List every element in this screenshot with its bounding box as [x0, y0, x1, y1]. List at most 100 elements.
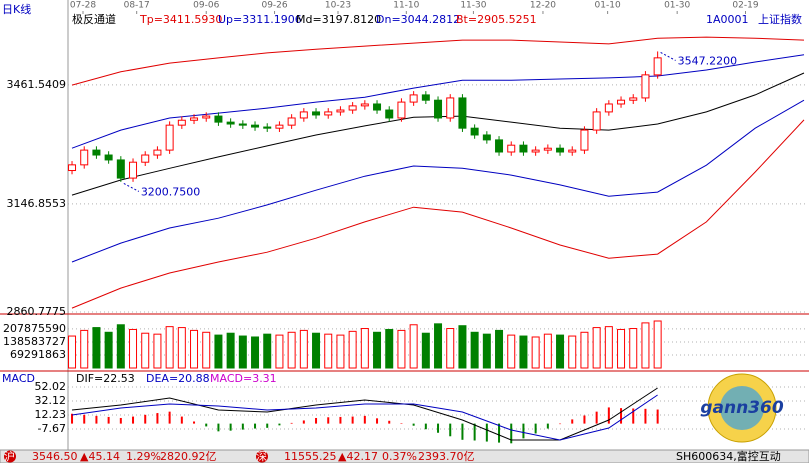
- window-title: 日K线: [2, 2, 31, 16]
- x-tick-label: 12-20: [530, 1, 556, 11]
- macd-bar: [241, 423, 244, 430]
- volume-bar: [214, 334, 223, 369]
- legend-entry: MACD=3.31: [210, 372, 277, 385]
- macd-bar: [473, 423, 476, 441]
- volume-bar: [385, 328, 394, 369]
- annotation: 3547.2200: [678, 54, 738, 67]
- macd-bar: [400, 423, 403, 424]
- y-tick-label: -7.67: [38, 422, 66, 435]
- candle-body: [141, 154, 150, 163]
- logo: gann360: [700, 373, 784, 443]
- macd-bar: [205, 423, 208, 427]
- volume-bar: [617, 328, 626, 369]
- macd-bar: [254, 423, 257, 429]
- macd-bar: [632, 408, 635, 424]
- macd-bar: [510, 423, 513, 444]
- candle-body: [104, 154, 113, 161]
- volume-bar: [238, 335, 247, 369]
- x-tick-label: 10-23: [325, 1, 351, 11]
- x-tick-label: 07-28: [70, 1, 96, 11]
- status-item: ▲42.17: [338, 450, 378, 463]
- volume-bar: [299, 329, 308, 369]
- status-item: SH600634,富控互动: [676, 449, 781, 463]
- volume-bar: [470, 331, 479, 369]
- volume-bar: [604, 326, 613, 369]
- candle-body: [458, 97, 467, 129]
- macd-bar: [644, 408, 647, 424]
- legend-entry: Md=3197.8120: [296, 13, 381, 26]
- y-tick-label: 3461.5409: [7, 78, 67, 91]
- macd-bar: [315, 417, 318, 424]
- status-bar: [0, 449, 809, 463]
- candle-body: [543, 147, 552, 151]
- candle-body: [324, 111, 333, 116]
- macd-bar: [107, 416, 110, 424]
- volume-bar: [531, 336, 540, 369]
- macd-bar: [583, 415, 586, 424]
- volume-bar: [592, 327, 601, 369]
- macd-bar: [424, 423, 427, 430]
- x-tick-label: 09-06: [193, 1, 219, 11]
- candle-body: [92, 149, 101, 156]
- status-item: ▲45.14: [80, 450, 120, 463]
- volume-bar: [458, 325, 467, 369]
- security-name: 上证指数: [758, 12, 802, 26]
- candle-body: [653, 57, 662, 76]
- y-tick-label: 69291863: [10, 348, 66, 361]
- candle-body: [312, 111, 321, 116]
- macd-bar: [620, 408, 623, 424]
- candle-body: [434, 99, 443, 119]
- security-code: 1A0001: [706, 13, 749, 26]
- macd-bar: [559, 423, 562, 425]
- y-tick-label: 32.12: [35, 394, 67, 407]
- volume-bar: [629, 328, 638, 369]
- logo-inner: [720, 386, 764, 430]
- channel-line: [71, 36, 805, 86]
- volume-bar: [556, 334, 565, 369]
- macd-bar: [217, 423, 220, 432]
- indicator-title: 极反通道: [72, 12, 116, 26]
- market-badge: [4, 450, 16, 463]
- y-tick-label: 138583727: [3, 335, 66, 348]
- y-tick-label: 2860.7775: [7, 305, 67, 318]
- volume-bar: [360, 328, 369, 369]
- volume-bar: [92, 327, 101, 369]
- macd-bar: [229, 423, 232, 431]
- macd-bar: [485, 423, 488, 442]
- volume-bar: [409, 324, 418, 369]
- candle-body: [238, 123, 247, 126]
- status-item: 3546.50: [32, 450, 78, 463]
- candle-body: [348, 105, 357, 111]
- y-tick-label: 207875590: [3, 322, 66, 335]
- macd-bar: [132, 416, 135, 424]
- volume-bar: [129, 328, 138, 369]
- status-item: 深: [256, 450, 267, 463]
- macd-bar: [546, 423, 549, 429]
- channel-line: [71, 99, 805, 263]
- volume-bar: [190, 329, 199, 369]
- macd-bar: [83, 414, 86, 424]
- candle-body: [519, 144, 528, 153]
- macd-bar: [388, 420, 391, 424]
- volume-bar: [482, 333, 491, 369]
- volume-bar: [80, 329, 89, 369]
- volume-bar: [251, 336, 260, 369]
- candle-body: [385, 109, 394, 119]
- candle-body: [592, 111, 601, 131]
- market-badge: [256, 450, 268, 463]
- volume-bar: [275, 334, 284, 369]
- candle-body: [275, 124, 284, 129]
- macd-bar: [119, 417, 122, 424]
- macd-bar: [412, 423, 415, 426]
- volume-bar: [116, 324, 125, 369]
- candle-body: [80, 149, 89, 166]
- volume-bar: [324, 333, 333, 369]
- status-item: 0.37%: [382, 450, 417, 463]
- macd-bar: [193, 421, 196, 424]
- volume-bar: [348, 330, 357, 369]
- macd-bar: [278, 423, 281, 426]
- candle-body: [287, 117, 296, 126]
- macd-line: [71, 394, 658, 441]
- volume-bar: [153, 333, 162, 369]
